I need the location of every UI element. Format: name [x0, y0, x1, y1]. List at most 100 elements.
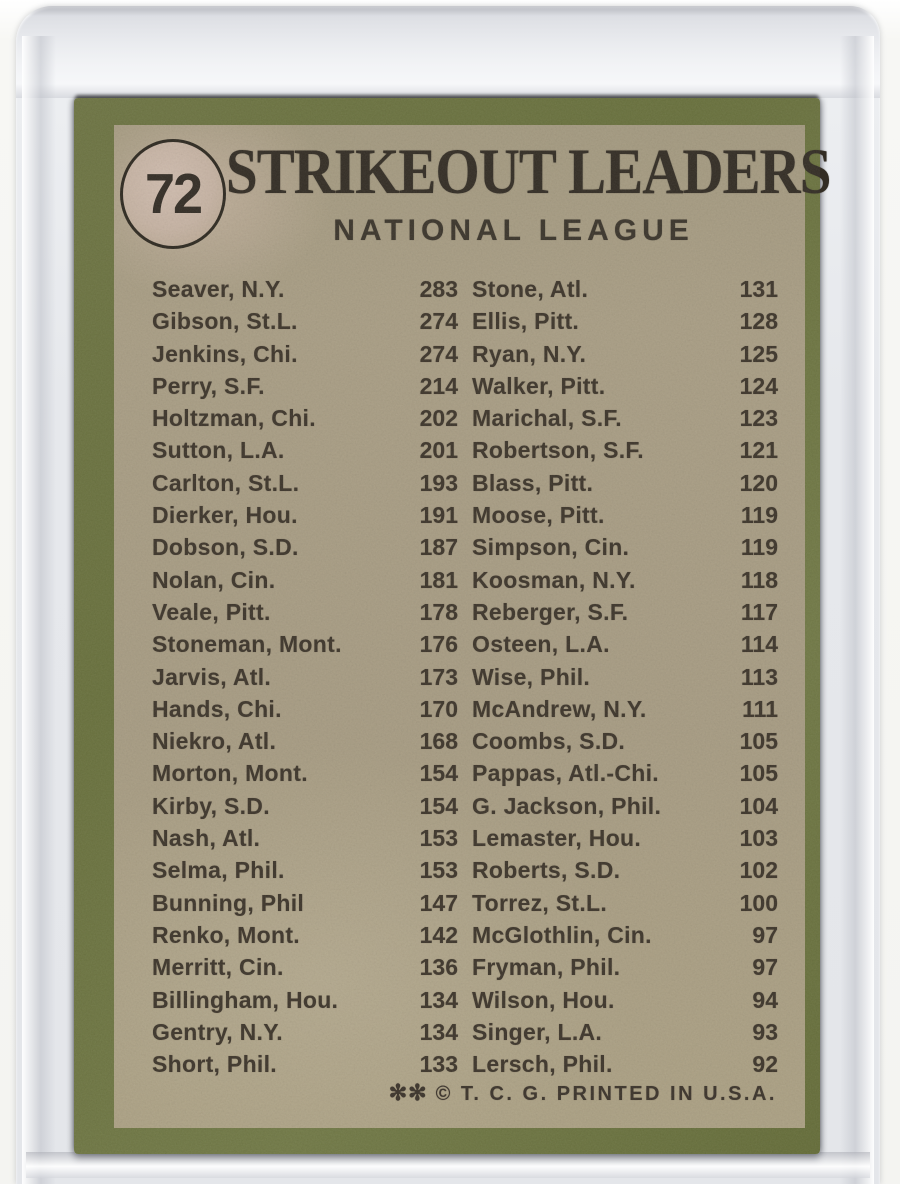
stat-row: McGlothlin, Cin. 97	[472, 922, 778, 954]
strikeout-total: 131	[739, 276, 778, 302]
stat-row: Seaver, N.Y. 283	[152, 276, 458, 308]
player-name: Osteen, L.A.	[472, 631, 610, 658]
strikeout-total: 117	[740, 598, 778, 625]
player-name: Coombs, S.D.	[472, 728, 626, 755]
player-name: Roberts, S.D.	[472, 857, 621, 884]
stat-row: Sutton, L.A. 201	[152, 437, 458, 469]
strikeout-total: 119	[740, 534, 778, 561]
stat-row: Ryan, N.Y. 125	[472, 341, 778, 373]
player-name: Blass, Pitt.	[472, 469, 594, 496]
player-name: McAndrew, N.Y.	[472, 695, 647, 722]
strikeout-total: 92	[752, 1051, 778, 1078]
stat-row: Coombs, S.D. 105	[472, 728, 778, 760]
sleeve-top-lip	[16, 6, 880, 98]
strikeout-total: 274	[419, 308, 458, 335]
strikeout-total: 173	[419, 663, 458, 690]
player-name: Hands, Chi.	[152, 695, 282, 722]
stat-row: Robertson, S.F. 121	[472, 437, 778, 469]
strikeout-total: 274	[419, 340, 458, 367]
strikeout-total: 105	[739, 728, 778, 755]
player-name: Perry, S.F.	[152, 372, 265, 399]
player-name: Kirby, S.D.	[152, 792, 270, 819]
stat-row: Nolan, Cin. 181	[152, 567, 458, 599]
strikeout-total: 153	[419, 857, 458, 884]
player-name: Stone, Atl.	[472, 276, 589, 302]
player-name: Dobson, S.D.	[152, 534, 299, 561]
player-name: Morton, Mont.	[152, 760, 308, 787]
strikeout-total: 170	[419, 695, 458, 722]
trading-card: 72 STRIKEOUT LEADERS NATIONAL LEAGUE Sea…	[74, 98, 831, 1154]
strikeout-total: 120	[739, 469, 778, 496]
star-icon: ✻✻	[388, 1080, 428, 1105]
player-name: Sutton, L.A.	[152, 437, 285, 464]
player-name: Ryan, N.Y.	[472, 340, 587, 367]
player-name: Dierker, Hou.	[152, 502, 298, 529]
card-subtitle: NATIONAL LEAGUE	[333, 214, 694, 247]
player-name: Selma, Phil.	[152, 857, 285, 884]
stat-row: Pappas, Atl.-Chi. 105	[472, 760, 778, 792]
strikeout-total: 103	[739, 825, 778, 852]
player-name: Walker, Pitt.	[472, 372, 606, 399]
stat-row: Singer, L.A. 93	[472, 1019, 778, 1051]
strikeout-total: 136	[419, 954, 458, 981]
stat-row: Selma, Phil. 153	[152, 857, 458, 889]
strikeout-total: 100	[739, 889, 778, 916]
strikeout-total: 111	[742, 695, 778, 722]
stat-row: McAndrew, N.Y. 111	[472, 696, 778, 728]
strikeout-total: 114	[740, 631, 778, 658]
stat-row: Nash, Atl. 153	[152, 825, 458, 857]
copyright-text: © T. C. G. PRINTED IN U.S.A.	[435, 1083, 777, 1105]
stat-row: Wise, Phil. 113	[472, 664, 778, 696]
strikeout-total: 93	[752, 1018, 778, 1045]
stat-row: Blass, Pitt. 120	[472, 470, 778, 502]
stat-row: Gibson, St.L. 274	[152, 308, 458, 340]
stat-row: Jarvis, Atl. 173	[152, 664, 458, 696]
player-name: Gentry, N.Y.	[152, 1018, 283, 1045]
strikeout-total: 154	[419, 792, 458, 819]
stat-row: Reberger, S.F. 117	[472, 599, 778, 631]
player-name: Holtzman, Chi.	[152, 405, 316, 432]
sleeve-left-ridge	[22, 36, 56, 1184]
player-name: Robertson, S.F.	[472, 437, 644, 464]
sleeve-right-ridge	[840, 36, 874, 1184]
stat-row: Niekro, Atl. 168	[152, 728, 458, 760]
player-name: Billingham, Hou.	[152, 986, 339, 1013]
player-name: Bunning, Phil	[152, 889, 305, 916]
stat-row: Dobson, S.D. 187	[152, 534, 458, 566]
stat-row: Jenkins, Chi. 274	[152, 341, 458, 373]
strikeout-total: 147	[419, 889, 458, 916]
copyright-line: ✻✻ © T. C. G. PRINTED IN U.S.A.	[389, 1080, 777, 1106]
stat-row: Dierker, Hou. 191	[152, 502, 458, 534]
stat-row: Walker, Pitt. 124	[472, 373, 778, 405]
strikeout-total: 94	[752, 986, 778, 1013]
card-face: 72 STRIKEOUT LEADERS NATIONAL LEAGUE Sea…	[114, 125, 831, 1128]
strikeout-total: 154	[419, 760, 458, 787]
strikeout-total: 119	[740, 502, 778, 529]
player-name: Ellis, Pitt.	[472, 308, 580, 335]
strikeout-total: 97	[752, 954, 778, 981]
strikeout-total: 133	[419, 1051, 458, 1078]
stat-row: Veale, Pitt. 178	[152, 599, 458, 631]
strikeout-total: 181	[419, 566, 458, 593]
sleeve-bottom-ridge	[26, 1152, 870, 1178]
player-name: Lersch, Phil.	[472, 1051, 613, 1078]
stat-row: Stoneman, Mont. 176	[152, 631, 458, 663]
stat-row: Ellis, Pitt. 128	[472, 308, 778, 340]
stat-row: Fryman, Phil. 97	[472, 954, 778, 986]
player-name: Gibson, St.L.	[152, 308, 298, 335]
stat-row: Holtzman, Chi. 202	[152, 405, 458, 437]
stat-row: Kirby, S.D. 154	[152, 793, 458, 825]
stat-row: Marichal, S.F. 123	[472, 405, 778, 437]
strikeout-total: 168	[419, 728, 458, 755]
player-name: Carlton, St.L.	[152, 469, 300, 496]
stat-row: Lersch, Phil. 92	[472, 1051, 778, 1083]
strikeout-total: 153	[419, 825, 458, 852]
player-name: Renko, Mont.	[152, 921, 300, 948]
strikeout-total: 113	[740, 663, 778, 690]
player-name: G. Jackson, Phil.	[472, 792, 662, 819]
strikeout-total: 125	[739, 340, 778, 367]
player-name: Veale, Pitt.	[152, 598, 271, 625]
player-name: Jarvis, Atl.	[152, 663, 272, 690]
card-title: STRIKEOUT LEADERS	[226, 136, 831, 208]
strikeout-total: 102	[739, 857, 778, 884]
